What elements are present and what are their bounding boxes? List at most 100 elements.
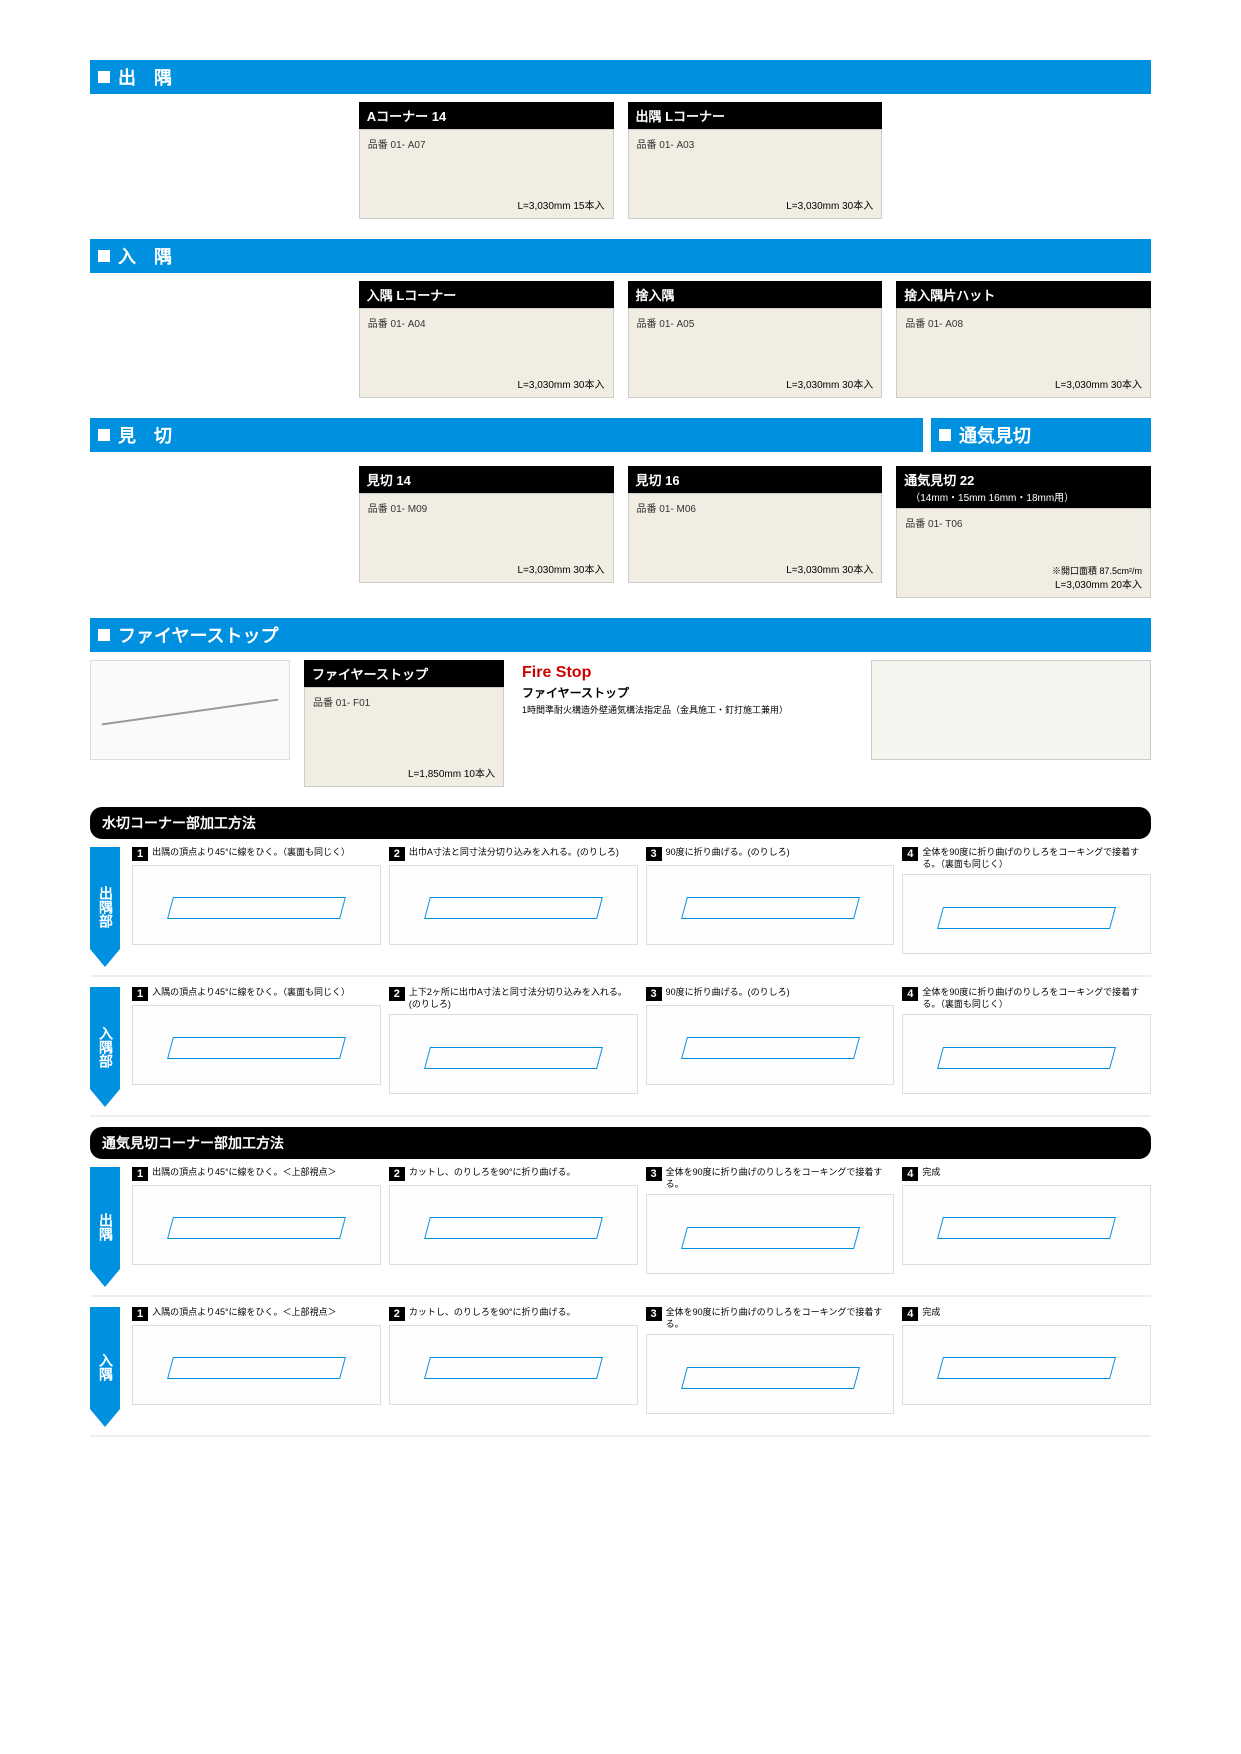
step: 4完成 [902, 1167, 1151, 1287]
card-title: 見切 14 [367, 473, 411, 488]
section-title: 入 隅 [118, 243, 172, 269]
step-num: 2 [389, 1167, 405, 1181]
step-text: 出隅の頂点より45°に線をひく。（裏面も同じく） [152, 847, 350, 859]
section-irisumi: 入 隅 [90, 239, 1151, 273]
section-title: 出 隅 [118, 64, 172, 90]
proc-section-mizukiri: 水切コーナー部加工方法 [90, 807, 1151, 839]
step-num: 1 [132, 1167, 148, 1181]
card-code: 品番 01- A03 [637, 136, 874, 151]
step-fig [132, 1325, 381, 1405]
step-fig [646, 1005, 895, 1085]
step: 4全体を90度に折り曲げのりしろをコーキングで接着する。（裏面も同じく） [902, 987, 1151, 1107]
card-title: 通気見切 22 [904, 473, 974, 488]
step-text: 完成 [922, 1167, 940, 1179]
card-spec: L=3,030mm 30本入 [786, 376, 873, 391]
step: 3 90度に折り曲げる。(のりしろ) [646, 847, 895, 967]
step: 3全体を90度に折り曲げのりしろをコーキングで接着する。 [646, 1167, 895, 1287]
card-spec: L=3,030mm 15本入 [518, 197, 605, 212]
card-code: 品番 01- A05 [637, 315, 874, 330]
firestop-row: ファイヤーストップ 品番 01- F01 L=1,850mm 10本入 Fire … [90, 660, 1151, 787]
card-firestop: ファイヤーストップ 品番 01- F01 L=1,850mm 10本入 [304, 660, 504, 787]
step-num: 1 [132, 987, 148, 1001]
card-spec: L=3,030mm 20本入 [1055, 576, 1142, 591]
step-fig [902, 1325, 1151, 1405]
firestop-note: 1時間準耐火構造外壁通気構法指定品（金具施工・釘打施工兼用） [522, 705, 853, 717]
card-irisumiL: 入隅 Lコーナー 品番 01- A04L=3,030mm 30本入 [359, 281, 614, 398]
card-code: 品番 01- M06 [637, 500, 874, 515]
step-text: 出巾A寸法と同寸法分切り込みを入れる。(のりしろ) [409, 847, 619, 859]
card-title: Aコーナー 14 [367, 109, 446, 124]
card-title: 捨入隅片ハット [904, 288, 995, 303]
card-code: 品番 01- A08 [905, 315, 1142, 330]
step-fig [132, 1005, 381, 1085]
card-suteiri: 捨入隅 品番 01- A05 L=3,030mm 30本入 [628, 281, 883, 398]
step-num: 3 [646, 847, 662, 861]
firestop-title-en: Fire Stop [522, 664, 853, 682]
firestop-illustration [871, 660, 1151, 760]
card-code: 品番 01- F01 [313, 694, 495, 709]
proc-mizukiri-de: 出隅部 1出隅の頂点より45°に線をひく。（裏面も同じく） 2出巾A寸法と同寸法… [90, 847, 1151, 977]
step: 2 上下2ヶ所に出巾A寸法と同寸法分切り込みを入れる。(のりしろ) [389, 987, 638, 1107]
section-title: ファイヤーストップ [118, 622, 279, 648]
card-mikiri16: 見切 16 品番 01- M06L=3,030mm 30本入 [628, 466, 883, 598]
step: 3 90度に折り曲げる。(のりしろ) [646, 987, 895, 1107]
proc-tsuuki-iri: 入隅 1入隅の頂点より45°に線をひく。＜上部視点＞ 2カットし、のりしろを90… [90, 1307, 1151, 1437]
section-title: 通気見切 [959, 422, 1031, 448]
card-code: 品番 01- T06 [905, 515, 1142, 530]
step-text: 出隅の頂点より45°に線をひく。＜上部視点＞ [152, 1167, 336, 1179]
step-text: 上下2ヶ所に出巾A寸法と同寸法分切り込みを入れる。(のりしろ) [409, 987, 638, 1010]
firestop-text: Fire Stop ファイヤーストップ 1時間準耐火構造外壁通気構法指定品（金具… [518, 660, 857, 721]
proc-tsuuki-de: 出隅 1 出隅の頂点より45°に線をひく。＜上部視点＞ 2 カットし、のりしろを90… [90, 1167, 1151, 1297]
step: 1入隅の頂点より45°に線をひく。＜上部視点＞ [132, 1307, 381, 1427]
proc-label: 出隅 [90, 1167, 120, 1287]
cards-irisumi: 入隅 Lコーナー 品番 01- A04L=3,030mm 30本入 捨入隅 品番… [90, 281, 1151, 398]
card-suteiriH: 捨入隅片ハット 品番 01- A08L=3,030mm 30本入 [896, 281, 1151, 398]
step-fig [646, 865, 895, 945]
card-title: 入隅 Lコーナー [367, 288, 457, 303]
step-num: 4 [902, 847, 918, 861]
card-title: 出隅 Lコーナー [636, 109, 726, 124]
step-num: 3 [646, 987, 662, 1001]
step-fig [132, 865, 381, 945]
step-fig [389, 1014, 638, 1094]
step: 1 出隅の頂点より45°に線をひく。（裏面も同じく） [132, 847, 381, 967]
step: 3全体を90度に折り曲げのりしろをコーキングで接着する。 [646, 1307, 895, 1427]
step: 2カットし、のりしろを90°に折り曲げる。 [389, 1307, 638, 1427]
card-title: ファイヤーストップ [312, 667, 428, 682]
section-mikiri: 見 切 [90, 418, 923, 452]
step-num: 2 [389, 987, 405, 1001]
step-text: 全体を90度に折り曲げのりしろをコーキングで接着する。（裏面も同じく） [922, 847, 1151, 870]
step-text: 入隅の頂点より45°に線をひく。（裏面も同じく） [152, 987, 350, 999]
step: 1 入隅の頂点より45°に線をひく。（裏面も同じく） [132, 987, 381, 1107]
step-fig [902, 1014, 1151, 1094]
section-tsuuki: 通気見切 [931, 418, 1151, 452]
step-text: カットし、のりしろを90°に折り曲げる。 [409, 1167, 576, 1179]
section-desumi: 出 隅 [90, 60, 1151, 94]
card-spec: L=3,030mm 30本入 [518, 561, 605, 576]
step-fig [389, 865, 638, 945]
step: 2 カットし、のりしろを90°に折り曲げる。 [389, 1167, 638, 1287]
step-num: 3 [646, 1167, 662, 1181]
card-spec: L=1,850mm 10本入 [408, 765, 495, 780]
step-fig [389, 1185, 638, 1265]
firestop-diagram [90, 660, 290, 760]
step-text: 90度に折り曲げる。(のりしろ) [666, 987, 790, 999]
step-fig [389, 1325, 638, 1405]
step-text: 完成 [922, 1307, 940, 1319]
step-text: 90度に折り曲げる。(のりしろ) [666, 847, 790, 859]
card-sub: （14mm・15mm 16mm・18mm用） [910, 493, 1074, 504]
proc-label: 入隅部 [90, 987, 120, 1107]
card-desumiL: 出隅 Lコーナー 品番 01- A03L=3,030mm 30本入 [628, 102, 883, 219]
step-num: 2 [389, 1307, 405, 1321]
card-title: 捨入隅 [636, 288, 675, 303]
step-fig [646, 1334, 895, 1414]
step-fig [902, 874, 1151, 954]
step: 1 出隅の頂点より45°に線をひく。＜上部視点＞ [132, 1167, 381, 1287]
step-num: 4 [902, 1307, 918, 1321]
section-firestop: ファイヤーストップ [90, 618, 1151, 652]
step-num: 1 [132, 847, 148, 861]
card-code: 品番 01- A07 [368, 136, 605, 151]
section-title: 見 切 [118, 422, 172, 448]
proc-section-tsuuki: 通気見切コーナー部加工方法 [90, 1127, 1151, 1159]
card-spec: L=3,030mm 30本入 [786, 561, 873, 576]
